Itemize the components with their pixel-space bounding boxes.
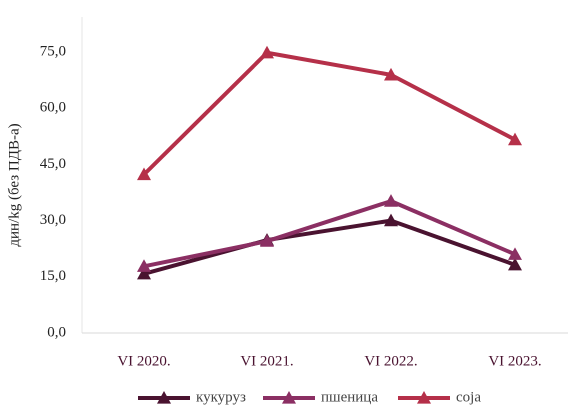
x-tick-label: VI 2020. <box>117 353 170 369</box>
x-tick-label: VI 2022. <box>364 353 417 369</box>
series-line <box>142 199 517 269</box>
data-point-marker <box>137 259 151 272</box>
data-point-marker <box>260 234 274 247</box>
x-tick-label: VI 2021. <box>240 353 293 369</box>
data-point-marker <box>508 247 522 260</box>
legend-label: соја <box>456 389 481 405</box>
legend-item: соја <box>398 389 481 405</box>
legend: кукуруз пшеница соја <box>138 389 481 405</box>
legend-swatch-marker <box>282 391 296 404</box>
y-tick-label: 60,0 <box>40 100 66 116</box>
x-tick-labels: VI 2020. VI 2021. VI 2022. VI 2023. <box>117 353 541 369</box>
series-1 <box>137 213 522 280</box>
series-2 <box>137 194 522 272</box>
data-point-marker <box>384 213 398 227</box>
series-line <box>142 218 517 276</box>
series-3 <box>137 45 522 181</box>
data-point-marker <box>137 167 151 181</box>
y-tick-label: 75,0 <box>40 43 66 59</box>
y-tick-label: 30,0 <box>40 212 66 228</box>
data-point-marker <box>260 45 274 59</box>
y-tick-label: 0,0 <box>47 324 66 340</box>
series-line <box>142 50 517 177</box>
legend-item: пшеница <box>263 389 378 405</box>
legend-item: кукуруз <box>138 389 246 405</box>
data-point-marker <box>508 132 522 146</box>
legend-label: пшеница <box>321 389 378 405</box>
data-point-marker <box>384 67 398 81</box>
y-tick-label: 45,0 <box>40 156 66 172</box>
legend-label: кукуруз <box>196 389 246 405</box>
x-tick-label: VI 2023. <box>488 353 541 369</box>
y-axis-label: дин/kg (без ПДВ-а) <box>6 123 22 246</box>
y-tick-labels: 0,0 15,0 30,0 45,0 60,0 75,0 <box>40 43 66 340</box>
data-point-marker <box>384 194 398 207</box>
legend-swatch-marker <box>157 391 171 404</box>
data-point-marker <box>137 266 151 280</box>
series-group <box>137 45 522 280</box>
y-tick-label: 15,0 <box>40 268 66 284</box>
legend-swatch-marker <box>417 391 431 404</box>
data-point-marker <box>508 257 522 271</box>
